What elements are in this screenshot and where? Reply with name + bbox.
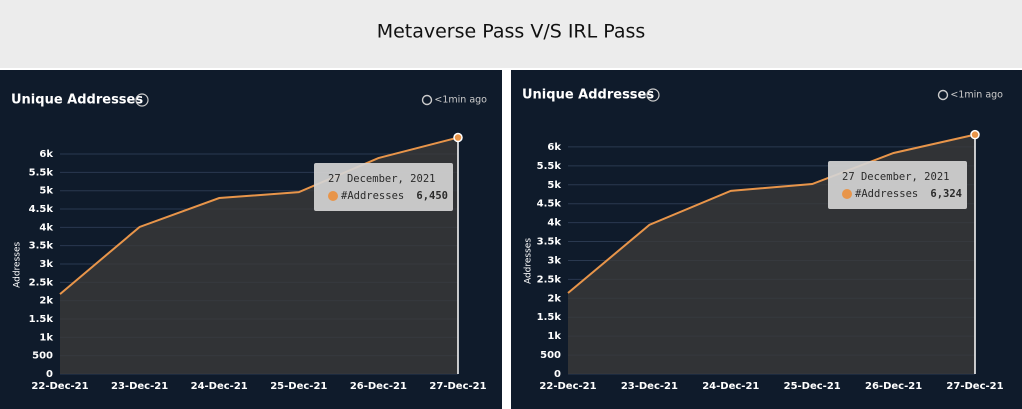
- y-tick-label: 6k: [547, 142, 561, 153]
- y-tick-label: 1k: [39, 332, 53, 343]
- tooltip-value: 6,324: [930, 188, 962, 200]
- y-tick-label: 2k: [547, 293, 561, 304]
- x-tick-label: 22-Dec-21: [539, 381, 596, 392]
- clock-icon: [937, 89, 949, 101]
- y-tick-label: 5.5k: [537, 161, 562, 172]
- page-title: Metaverse Pass V/S IRL Pass: [377, 21, 646, 43]
- status: <1min ago: [950, 90, 1003, 101]
- info-icon: [646, 88, 660, 102]
- y-axis-label: Addresses: [524, 238, 534, 284]
- tooltip-dot: [328, 191, 338, 201]
- tooltip-dot: [842, 189, 852, 199]
- y-tick-label: 2.5k: [29, 277, 54, 288]
- x-tick-label: 22-Dec-21: [31, 381, 88, 392]
- y-tick-label: 0: [46, 369, 53, 380]
- clock-icon: [421, 94, 433, 106]
- point: [453, 132, 463, 143]
- y-tick-label: 0: [554, 369, 561, 380]
- y-tick-label: 3.5k: [537, 237, 562, 248]
- y-tick-label: 4.5k: [29, 204, 54, 215]
- y-axis-label: Addresses: [13, 242, 23, 288]
- tooltip-title: 27 December, 2021: [328, 173, 435, 185]
- y-tick-label: 3k: [39, 259, 53, 270]
- tooltip-title: 27 December, 2021: [842, 171, 949, 183]
- line: [59, 136, 459, 295]
- y-tick-label: 5k: [39, 186, 53, 197]
- point: [970, 129, 980, 140]
- y-tick-label: 4k: [547, 218, 561, 229]
- panel-title: Unique Addresses: [11, 93, 143, 108]
- x-tick-label: 24-Dec-21: [702, 381, 759, 392]
- y-tick-label: 3.5k: [29, 241, 54, 252]
- x-tick-label: 23-Dec-21: [111, 381, 168, 392]
- panel-title: Unique Addresses: [522, 88, 654, 103]
- x-tick-label: 26-Dec-21: [350, 381, 407, 392]
- y-tick-label: 3k: [547, 255, 561, 266]
- x-tick-label: 25-Dec-21: [784, 381, 841, 392]
- y-tick-label: 4.5k: [537, 199, 562, 210]
- tooltip: [314, 163, 453, 211]
- y-tick-label: 5.5k: [29, 167, 54, 178]
- x-tick-label: 25-Dec-21: [270, 381, 327, 392]
- x-tick-label: 26-Dec-21: [865, 381, 922, 392]
- y-tick-label: 5k: [547, 180, 561, 191]
- y-tick-label: 1k: [547, 331, 561, 342]
- x-tick-label: 27-Dec-21: [946, 381, 1003, 392]
- y-tick-label: 4k: [39, 222, 53, 233]
- y-tick-label: 500: [540, 350, 561, 361]
- tooltip-series: #Addresses: [341, 190, 404, 202]
- y-tick-label: 500: [32, 351, 53, 362]
- y-tick-label: 1.5k: [29, 314, 54, 325]
- info-icon: [135, 93, 149, 107]
- y-tick-label: 2.5k: [537, 274, 562, 285]
- tooltip-series: #Addresses: [855, 188, 918, 200]
- y-tick-label: 1.5k: [537, 312, 562, 323]
- y-tick-label: 2k: [39, 296, 53, 307]
- x-tick-label: 23-Dec-21: [621, 381, 678, 392]
- header: [0, 0, 1022, 68]
- x-tick-label: 24-Dec-21: [191, 381, 248, 392]
- tooltip-value: 6,450: [416, 190, 448, 202]
- x-tick-label: 27-Dec-21: [429, 381, 486, 392]
- tooltip: [828, 161, 967, 209]
- status: <1min ago: [434, 95, 487, 106]
- line: [567, 133, 976, 294]
- y-tick-label: 6k: [39, 149, 53, 160]
